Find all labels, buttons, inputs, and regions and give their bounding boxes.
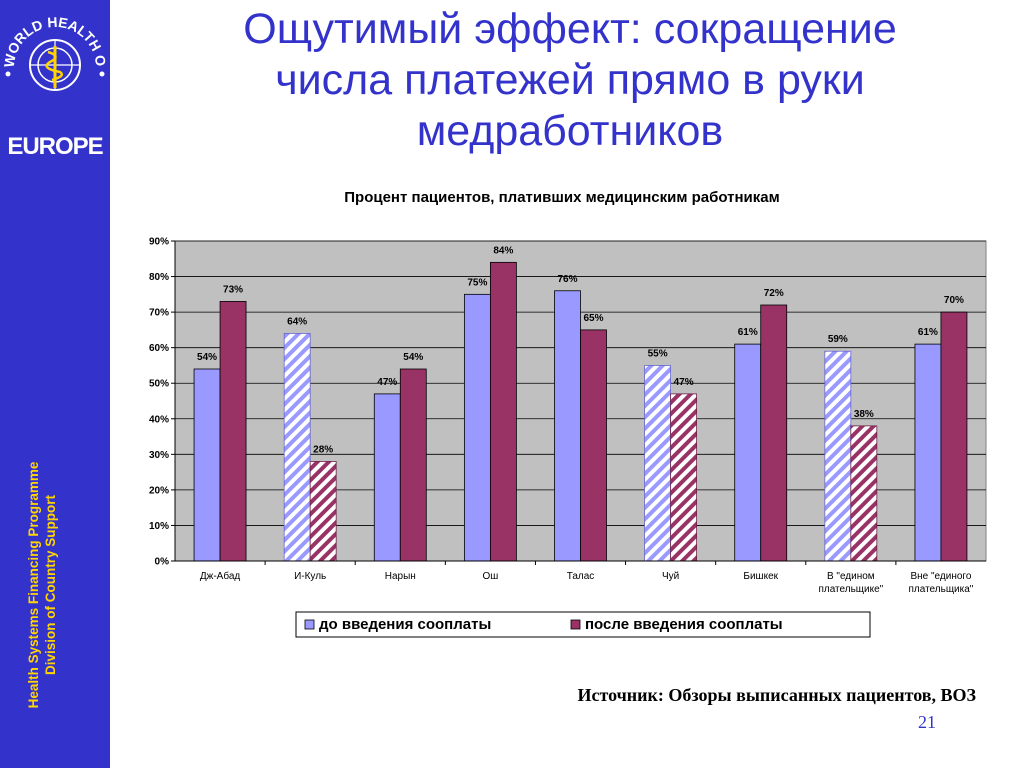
data-label: 47% [674, 377, 694, 388]
data-label: 65% [583, 313, 603, 324]
legend-swatch-before [304, 619, 315, 630]
y-tick-label: 10% [149, 521, 169, 532]
bar-before [644, 365, 672, 562]
x-tick-label: плательщике" [818, 584, 883, 595]
data-label: 76% [557, 274, 577, 285]
x-tick-label: плательщика" [909, 584, 974, 595]
data-label: 84% [493, 245, 513, 256]
bar-before [373, 393, 401, 562]
europe-label: EUROPE [7, 133, 103, 160]
data-label: 55% [648, 348, 668, 359]
bar-after [940, 311, 968, 562]
bar-after [580, 329, 607, 562]
x-tick-label: В "едином [827, 571, 875, 582]
data-label: 28% [313, 444, 333, 455]
bar-after [489, 261, 517, 562]
bar-before [914, 343, 942, 562]
data-label: 38% [854, 409, 874, 420]
x-tick-label: Ош [482, 571, 498, 582]
page-number: 21 [918, 712, 936, 732]
x-tick-label: И-Куль [294, 571, 326, 582]
sidebar: WORLD HEALTH ORGANIZATION EUROPE Health … [0, 0, 110, 768]
programme-line: Health Systems Financing Programme [26, 461, 41, 709]
x-tick-label: Вне "единого [910, 571, 971, 582]
x-tick-label: Чуй [662, 571, 679, 582]
y-tick-label: 30% [149, 450, 169, 461]
y-tick-label: 90% [149, 237, 169, 248]
legend-label-after: после введения сооплаты [585, 616, 783, 633]
x-tick-label: Талас [567, 571, 595, 582]
title-line-3: медработников [416, 107, 724, 155]
y-tick-label: 80% [149, 272, 169, 283]
y-tick-label: 50% [149, 379, 169, 390]
x-tick-label: Дж-Абад [200, 570, 241, 582]
data-label: 73% [223, 284, 243, 295]
y-tick-label: 0% [155, 557, 170, 568]
y-tick-label: 70% [149, 308, 169, 319]
data-label: 54% [403, 352, 423, 363]
bar-after [850, 425, 878, 562]
bar-before [554, 290, 581, 562]
x-tick-label: Нарын [385, 571, 416, 582]
who-emblem-icon: WORLD HEALTH ORGANIZATION [0, 2, 109, 91]
data-label: 72% [764, 288, 784, 299]
legend-label-before: до введения сооплаты [319, 616, 491, 633]
division-line: Division of Country Support [43, 495, 58, 675]
bar-chart: Процент пациентов, плативших медицинским… [149, 189, 987, 638]
bar-after [670, 393, 698, 562]
y-tick-label: 60% [149, 343, 169, 354]
bar-after [219, 301, 247, 562]
bar-before [824, 350, 852, 562]
data-label: 70% [944, 295, 964, 306]
bar-after [760, 304, 788, 562]
bar-before [193, 368, 221, 562]
bars [193, 261, 968, 562]
bar-before [283, 333, 311, 562]
y-tick-label: 40% [149, 414, 169, 425]
bar-before [463, 293, 491, 562]
legend-box [295, 611, 871, 638]
data-label: 75% [467, 277, 487, 288]
bar-after [399, 368, 427, 562]
x-tick-label: Бишкек [743, 571, 778, 582]
bar-after [309, 461, 337, 562]
y-tick-label: 20% [149, 485, 169, 496]
title-line-2: числа платежей прямо в руки [275, 56, 865, 104]
data-labels: 54% 73% 64% 28% 47% 54% 75% 84% 76% 65% 55% 47% 61% 7… [197, 245, 964, 455]
title-line-1: Ощутимый эффект: сокращение [243, 5, 897, 53]
data-label: 54% [197, 352, 217, 363]
axes: 0% 10% 20% 30% 40% 50% 60% 70% 80% 90% Дж-Абад И-Ку… [149, 237, 986, 595]
data-label: 61% [738, 327, 758, 338]
bar-before [734, 343, 762, 562]
data-label: 61% [918, 327, 938, 338]
data-label: 64% [287, 316, 307, 327]
legend-swatch-after [570, 619, 581, 630]
source-note: Источник: Обзоры выписанных пациентов, В… [577, 685, 976, 705]
data-label: 59% [828, 334, 848, 345]
programme-caption: Health Systems Financing Programme Divis… [25, 405, 85, 765]
chart-title: Процент пациентов, плативших медицинским… [344, 189, 779, 206]
data-label: 47% [377, 377, 397, 388]
slide-title: Ощутимый эффект: сокращение числа платеж… [120, 4, 1020, 157]
legend: до введения сооплаты после введения сооп… [295, 611, 871, 638]
